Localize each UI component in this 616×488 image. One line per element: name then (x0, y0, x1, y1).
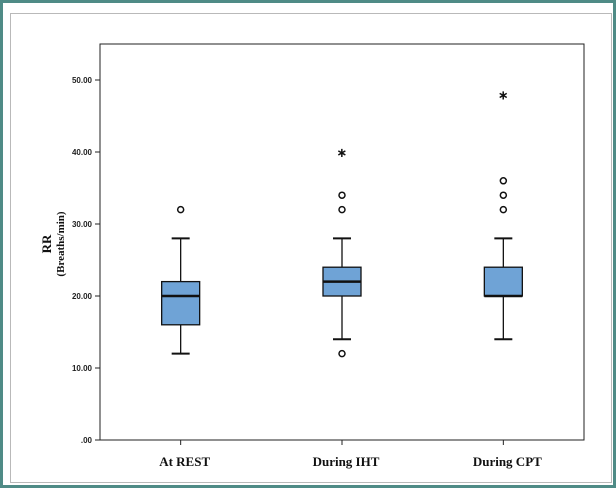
box-plot-chart: .00 10.00 20.00 30.00 40.00 50.00 At REST Duri… (39, 43, 585, 469)
outlier-point (499, 177, 508, 185)
y-axis-unit: (Breaths/min) (55, 211, 67, 277)
chart-panel: .00 10.00 20.00 30.00 40.00 50.00 At REST Duri… (10, 13, 612, 483)
y-tick-label: 50.00 (72, 76, 93, 85)
outlier-point (499, 205, 508, 214)
box-iqr (483, 266, 523, 297)
boxes: ∗∗ (161, 88, 523, 358)
extreme-point: ∗ (337, 146, 348, 161)
y-tick-label: 30.00 (72, 220, 93, 229)
x-category-label: At REST (159, 454, 210, 469)
y-tick-label: .00 (81, 436, 93, 445)
outlier-point (338, 191, 346, 199)
x-category-label: During IHT (313, 454, 380, 469)
y-tick-label: 10.00 (72, 364, 93, 373)
outlier-point (338, 349, 346, 358)
box-iqr (161, 280, 201, 326)
box-group: ∗ (322, 146, 362, 358)
outlier-point (499, 191, 508, 199)
box-group: ∗ (483, 88, 523, 341)
outlier-point (176, 205, 185, 214)
y-axis-title: RR (Breaths/min) (39, 211, 67, 277)
outlier-point (338, 205, 346, 214)
y-axis: .00 10.00 20.00 30.00 40.00 50.00 (72, 76, 100, 445)
x-axis: At REST During IHT During CPT (159, 440, 542, 469)
y-tick-label: 20.00 (72, 292, 93, 301)
box-group (161, 205, 201, 355)
y-axis-label: RR (39, 234, 54, 253)
y-tick-label: 40.00 (72, 148, 93, 157)
extreme-point: ∗ (498, 88, 509, 103)
x-category-label: During CPT (473, 454, 542, 469)
